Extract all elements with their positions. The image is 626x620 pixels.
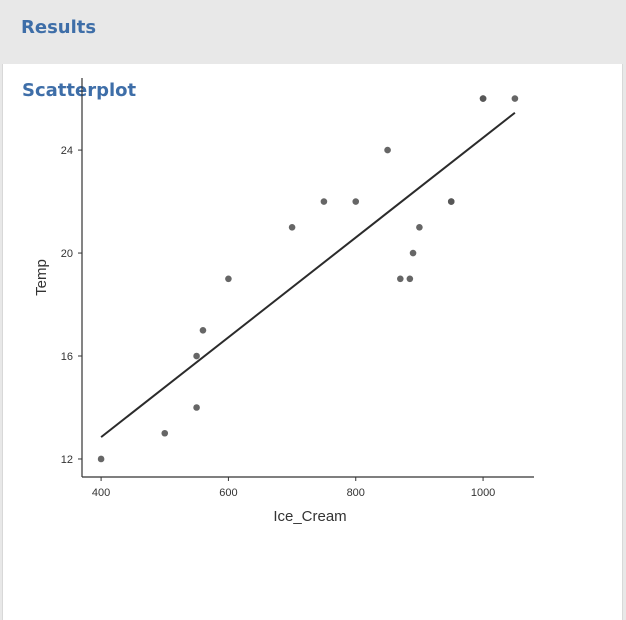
x-tick-label: 400 bbox=[92, 487, 110, 499]
data-point bbox=[199, 326, 207, 334]
data-point bbox=[193, 352, 200, 360]
data-point bbox=[320, 198, 328, 205]
data-point bbox=[447, 198, 455, 205]
data-point bbox=[416, 224, 423, 231]
results-header: Results bbox=[0, 0, 626, 62]
data-point bbox=[397, 275, 404, 283]
data-point bbox=[384, 146, 391, 154]
y-axis-label: Temp bbox=[33, 259, 50, 296]
chart-trendline-group bbox=[100, 111, 516, 438]
data-point bbox=[161, 429, 169, 437]
data-point bbox=[288, 224, 296, 231]
data-point bbox=[97, 455, 105, 463]
x-tick-label: 600 bbox=[219, 487, 237, 499]
chart-axes bbox=[81, 78, 534, 478]
data-point bbox=[193, 404, 200, 411]
scatterplot-chart: 400 600 800 1000 12 16 20 24 Ice_Cream Temp bbox=[33, 78, 534, 525]
trendline bbox=[100, 111, 516, 438]
y-tick-label: 24 bbox=[61, 145, 73, 157]
data-point bbox=[409, 249, 417, 257]
scatterplot-panel: Scatterplot bbox=[2, 64, 623, 620]
x-tick-label: 800 bbox=[347, 487, 365, 499]
chart-points bbox=[97, 95, 519, 463]
scatterplot-title: Scatterplot bbox=[22, 80, 137, 101]
data-point bbox=[511, 95, 519, 102]
data-point bbox=[406, 275, 414, 283]
y-tick-label: 16 bbox=[61, 351, 73, 363]
x-axis-label: Ice_Cream bbox=[273, 508, 346, 525]
data-point bbox=[225, 275, 232, 283]
data-point bbox=[352, 198, 360, 205]
data-point bbox=[479, 95, 487, 102]
y-tick-label: 12 bbox=[61, 454, 73, 466]
chart-ticks: 400 600 800 1000 12 16 20 24 bbox=[61, 145, 496, 499]
x-tick-label: 1000 bbox=[471, 487, 495, 499]
results-title: Results bbox=[21, 17, 97, 38]
y-tick-label: 20 bbox=[61, 248, 73, 260]
